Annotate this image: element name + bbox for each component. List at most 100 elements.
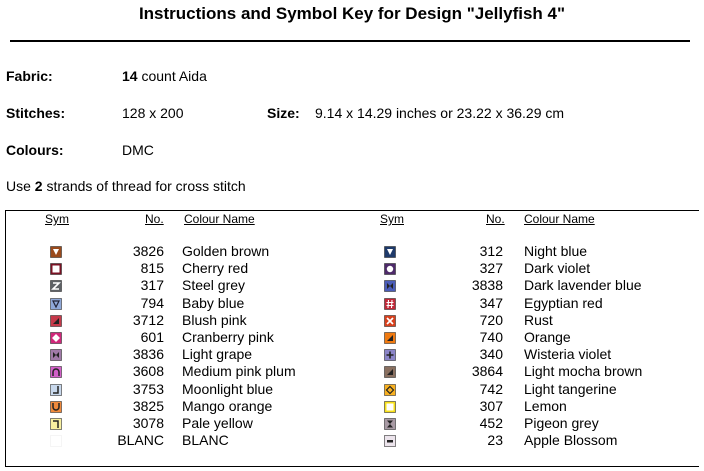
dmc-number: BLANC	[117, 432, 164, 449]
key-row: 815 Cherry red	[0, 260, 704, 277]
dmc-number: 3825	[132, 397, 164, 414]
key-row: 3826 Golden brown	[0, 243, 704, 260]
dash-icon	[384, 435, 396, 447]
colour-name: BLANC	[182, 432, 229, 449]
arch-icon	[50, 366, 62, 379]
fabric-type: count Aida	[137, 68, 207, 84]
dmc-number: 3608	[132, 363, 164, 380]
note-pre: Use	[6, 178, 35, 194]
key-row: 3836 Light grape	[0, 346, 704, 363]
key-row: 347 Egyptian red	[0, 295, 704, 312]
key-row: 327 Dark violet	[0, 260, 704, 277]
dmc-number: 3753	[132, 380, 164, 397]
colour-name: Moonlight blue	[182, 380, 274, 397]
key-row: 742 Light tangerine	[0, 381, 704, 398]
key-row: 601 Cranberry pink	[0, 329, 704, 346]
dmc-number: 317	[140, 277, 164, 294]
key-row: 3712 Blush pink	[0, 312, 704, 329]
colour-name: Light mocha brown	[524, 363, 643, 380]
bowtie-icon	[50, 349, 62, 361]
colours-label: Colours:	[6, 142, 64, 158]
half-triangle-icon	[50, 314, 62, 327]
colour-name: Mango orange	[182, 397, 273, 414]
key-row: 720 Rust	[0, 312, 704, 329]
symbol-key-table	[5, 210, 699, 467]
stitches-label: Stitches:	[6, 105, 66, 121]
colour-name: Golden brown	[182, 243, 270, 259]
fabric-count: 14	[122, 68, 138, 84]
size-value: 9.14 x 14.29 inches or 23.22 x 36.29 cm	[315, 105, 565, 121]
dmc-number: 340	[479, 346, 503, 363]
dmc-number: 327	[479, 260, 503, 277]
colour-name: Light tangerine	[524, 380, 617, 397]
dmc-number: 740	[479, 329, 503, 345]
corner-icon	[50, 383, 62, 396]
colour-name: Cherry red	[182, 260, 249, 277]
dmc-number: 23	[487, 432, 503, 449]
hourglass-icon	[384, 418, 396, 430]
right-header-no: No.	[486, 212, 505, 226]
note-post: strands of thread for cross stitch	[42, 178, 246, 194]
corner-top-icon	[50, 418, 62, 430]
key-row: 3078 Pale yellow	[0, 415, 704, 432]
fabric-value: 14 count Aida	[122, 68, 207, 84]
colour-name: Medium pink plum	[182, 363, 296, 380]
dmc-number: 307	[479, 397, 503, 414]
key-row: 3608 Medium pink plum	[0, 363, 704, 380]
triangle-down-icon	[384, 246, 396, 258]
x-icon	[384, 314, 396, 327]
key-row: 794 Baby blue	[0, 295, 704, 312]
colour-name: Light grape	[182, 346, 253, 363]
colours-value: DMC	[122, 142, 154, 158]
colour-name: Night blue	[524, 243, 588, 259]
half-triangle-icon	[384, 366, 396, 379]
blank-icon	[50, 435, 62, 447]
circle-icon	[384, 263, 396, 275]
colour-name: Egyptian red	[524, 294, 603, 311]
hash-icon	[384, 297, 396, 310]
left-header-no: No.	[145, 212, 164, 226]
colour-name: Orange	[524, 329, 571, 345]
strands-note: Use 2 strands of thread for cross stitch	[6, 178, 246, 194]
stitches-value: 128 x 200	[122, 105, 184, 121]
triangle-down-outline-icon	[50, 297, 62, 310]
square-outline-icon	[50, 263, 62, 275]
colour-name: Wisteria violet	[524, 346, 612, 363]
square-outline-icon	[384, 400, 396, 413]
key-row: 3838 Dark lavender blue	[0, 277, 704, 294]
dmc-number: 794	[140, 294, 164, 311]
z-icon	[50, 280, 62, 293]
dmc-number: 3836	[132, 346, 164, 363]
colour-name: Pigeon grey	[524, 415, 599, 431]
page-title: Instructions and Symbol Key for Design "…	[138, 4, 566, 23]
note-strands: 2	[34, 178, 43, 194]
left-header-sym: Sym	[45, 212, 69, 226]
size-label: Size:	[267, 105, 300, 121]
colour-name: Pale yellow	[182, 415, 253, 431]
key-row: 23 Apple Blossom	[0, 432, 704, 449]
dmc-number: 312	[479, 243, 503, 259]
title-divider	[10, 40, 690, 42]
diamond-icon	[50, 332, 62, 344]
dmc-number: 347	[479, 294, 503, 311]
dmc-number: 3864	[471, 363, 503, 380]
dmc-number: 452	[479, 415, 503, 431]
dmc-number: 3838	[471, 277, 503, 294]
dmc-number: 3078	[132, 415, 164, 431]
key-row: 3753 Moonlight blue	[0, 381, 704, 398]
key-row: 307 Lemon	[0, 398, 704, 415]
triangle-down-icon	[50, 246, 62, 258]
colour-name: Steel grey	[182, 277, 246, 294]
diamond-outline-icon	[384, 383, 396, 396]
colour-name: Cranberry pink	[182, 329, 274, 345]
colour-name: Dark lavender blue	[524, 277, 642, 294]
bowtie-icon	[384, 280, 396, 293]
colour-name: Rust	[524, 311, 553, 328]
key-row: 3864 Light mocha brown	[0, 363, 704, 380]
dmc-number: 3826	[132, 243, 164, 259]
key-row: 740 Orange	[0, 329, 704, 346]
dmc-number: 815	[140, 260, 164, 277]
colour-name: Blush pink	[182, 311, 247, 328]
right-header-sym: Sym	[380, 212, 404, 226]
colour-name: Lemon	[524, 397, 567, 414]
